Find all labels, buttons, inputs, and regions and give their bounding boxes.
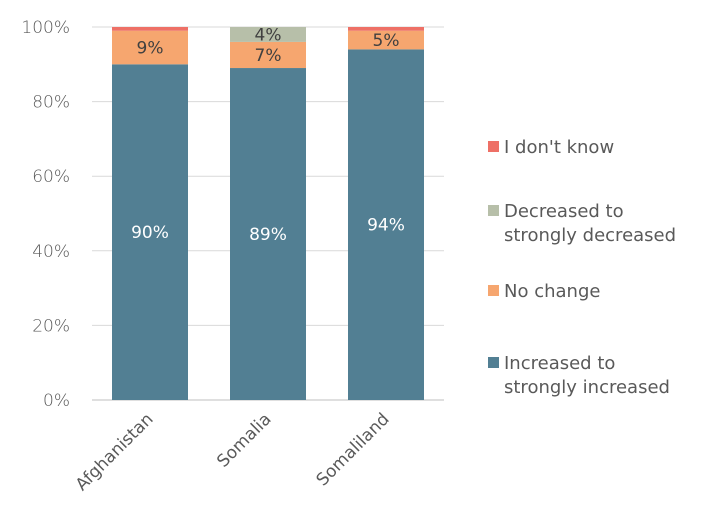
bars — [112, 27, 424, 401]
legend-swatch — [488, 205, 499, 216]
y-tick-label: 60% — [32, 167, 70, 187]
y-tick-label: 100% — [21, 18, 70, 38]
category-label: Somalia — [213, 409, 275, 471]
data-label: 90% — [131, 223, 169, 243]
legend-label: strongly decreased — [504, 225, 676, 246]
bar-segment — [230, 68, 306, 400]
data-label: 89% — [249, 225, 287, 245]
bar-segment — [230, 27, 306, 42]
bar-segment — [112, 64, 188, 401]
data-label: 5% — [373, 31, 400, 51]
y-tick-label: 0% — [43, 391, 70, 411]
x-axis: Afghanistan Somalia Somaliland — [72, 409, 394, 495]
legend-label: Increased to — [504, 353, 615, 374]
data-labels: 90% 9% 89% 7%4% 94% 5% — [131, 25, 405, 245]
bar-segment — [112, 27, 188, 31]
legend-swatch — [488, 357, 499, 368]
bar-segment — [348, 30, 424, 50]
y-tick-label: 40% — [32, 242, 70, 262]
y-tick-label: 80% — [32, 93, 70, 113]
category-label: Afghanistan — [72, 409, 158, 495]
legend: I don't know Decreased to strongly decreas… — [488, 137, 676, 398]
y-axis: 0% 20% 40% 60% 80% 100% — [21, 18, 70, 411]
legend-label: No change — [504, 281, 600, 302]
bar-segment — [230, 41, 306, 69]
bar-segment — [348, 49, 424, 400]
legend-swatch — [488, 141, 499, 152]
legend-swatch — [488, 285, 499, 296]
data-label: 9% — [137, 39, 164, 59]
legend-label: I don't know — [504, 137, 614, 158]
y-tick-label: 20% — [32, 316, 70, 336]
category-label: Somaliland — [313, 409, 394, 490]
legend-label: Decreased to — [504, 201, 624, 222]
data-label: 4% — [255, 25, 282, 45]
bar-segment — [112, 30, 188, 65]
data-label: 7% — [255, 46, 282, 66]
data-label: 94% — [367, 216, 405, 236]
legend-label: strongly increased — [504, 377, 670, 398]
bar-segment — [348, 27, 424, 31]
